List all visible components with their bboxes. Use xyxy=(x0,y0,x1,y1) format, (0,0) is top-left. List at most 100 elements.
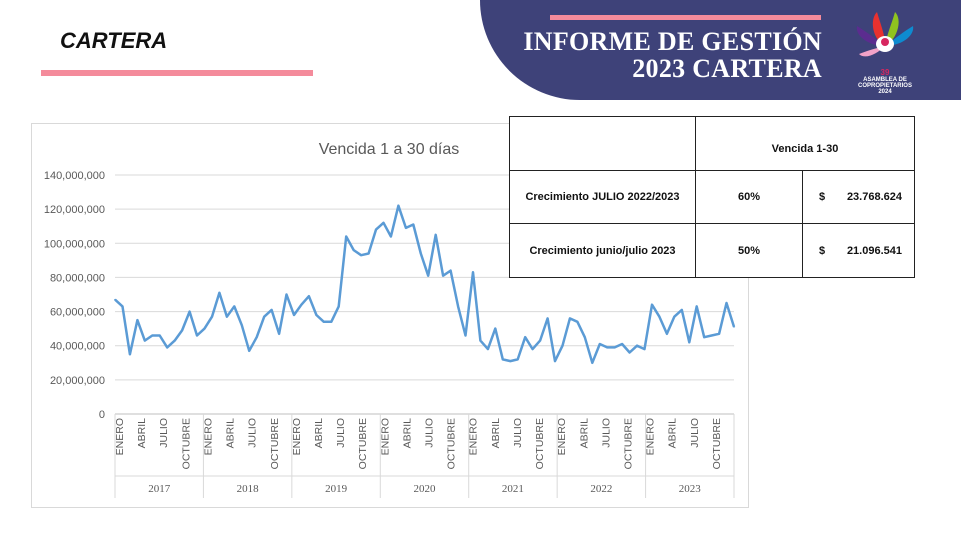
data-point xyxy=(278,332,280,335)
x-month-label: JULIO xyxy=(689,418,701,448)
x-month-label: OCTUBRE xyxy=(180,418,192,469)
data-point xyxy=(255,336,258,338)
data-point xyxy=(539,339,541,342)
data-point xyxy=(419,252,422,255)
chart-title: Vencida 1 a 30 días xyxy=(319,141,460,158)
x-month-label: OCTUBRE xyxy=(534,418,546,469)
table-row: Crecimiento junio/julio 2023 50% $ 21.09… xyxy=(509,223,915,278)
data-point xyxy=(188,310,191,313)
data-point xyxy=(226,315,228,318)
logo-line2: COPROPIETARIOS xyxy=(858,83,912,89)
data-point xyxy=(531,348,534,350)
logo-year: 2024 xyxy=(878,89,892,95)
row-label: Crecimiento junio/julio 2023 xyxy=(509,223,696,278)
series-layer xyxy=(114,204,736,365)
data-point xyxy=(360,254,362,257)
x-month-label: ABRIL xyxy=(136,418,148,449)
x-year-label: 2019 xyxy=(325,483,348,495)
x-month-label: ENERO xyxy=(379,418,391,455)
y-tick-label: 120,000,000 xyxy=(44,204,105,216)
x-year-label: 2021 xyxy=(502,483,524,495)
data-point xyxy=(673,315,676,318)
row-amount: $ 21.096.541 xyxy=(802,223,915,278)
data-point xyxy=(218,291,221,294)
data-point xyxy=(397,204,400,207)
data-point xyxy=(181,329,183,332)
data-point xyxy=(263,315,265,318)
report-title-line1: INFORME DE GESTIÓN xyxy=(523,27,822,56)
data-point xyxy=(606,346,609,349)
data-point xyxy=(621,343,623,345)
x-month-label: JULIO xyxy=(512,418,524,448)
data-point xyxy=(434,233,437,236)
data-point xyxy=(613,346,616,349)
x-month-label: ENERO xyxy=(645,418,657,455)
data-point xyxy=(472,271,474,274)
data-point xyxy=(158,334,161,337)
x-month-label: ABRIL xyxy=(667,418,679,449)
data-point xyxy=(248,350,251,352)
data-point xyxy=(479,339,482,342)
table-corner-cell xyxy=(509,116,696,171)
data-point xyxy=(412,223,415,226)
data-point xyxy=(628,351,631,354)
y-tick-label: 100,000,000 xyxy=(44,238,105,250)
y-tick-label: 80,000,000 xyxy=(50,272,105,284)
data-point xyxy=(710,334,713,337)
assembly-logo xyxy=(856,12,914,57)
data-point xyxy=(658,315,661,318)
y-tick-label: 40,000,000 xyxy=(50,341,105,353)
x-month-label: OCTUBRE xyxy=(357,418,369,469)
logo-line1: ASAMBLEA DE xyxy=(863,77,907,83)
data-point xyxy=(173,339,176,342)
data-point xyxy=(345,235,347,238)
accent-bar-right xyxy=(550,15,821,20)
line-chart: Vencida 1 a 30 días 140,000,000 120,000,0… xyxy=(44,141,736,498)
x-year-label: 2023 xyxy=(679,483,702,495)
data-point xyxy=(524,336,526,338)
logo-caption: 39 ASAMBLEA DE COPROPIETARIOS 2024 xyxy=(849,62,921,96)
x-month-label: JULIO xyxy=(335,418,347,448)
data-point xyxy=(487,348,489,350)
x-month-label: ABRIL xyxy=(490,418,502,449)
x-month-label: JULIO xyxy=(600,418,612,448)
data-point xyxy=(121,305,124,308)
x-month-label: OCTUBRE xyxy=(711,418,723,469)
data-point xyxy=(718,332,720,335)
data-point xyxy=(651,303,653,306)
data-point xyxy=(233,305,236,308)
x-month-label: JULIO xyxy=(158,418,170,448)
x-year-label: 2018 xyxy=(237,483,260,495)
data-point xyxy=(636,344,638,347)
x-year-label: 2022 xyxy=(590,483,612,495)
y-tick-label: 20,000,000 xyxy=(50,375,105,387)
data-point xyxy=(375,228,377,231)
y-tick-label: 0 xyxy=(99,409,105,421)
data-point xyxy=(300,303,303,306)
data-point xyxy=(449,269,452,272)
x-month-label: ENERO xyxy=(468,418,480,455)
accent-bar-left xyxy=(41,70,313,76)
data-point xyxy=(211,315,213,318)
x-year-label: 2017 xyxy=(148,483,171,495)
data-point xyxy=(285,293,288,296)
data-point xyxy=(733,326,735,328)
data-point xyxy=(129,353,131,356)
x-month-label: ENERO xyxy=(291,418,303,455)
data-point xyxy=(270,309,273,311)
data-point xyxy=(509,360,512,362)
data-point xyxy=(330,321,333,323)
row-percent: 60% xyxy=(695,170,803,224)
x-month-label: JULIO xyxy=(424,418,436,448)
data-point xyxy=(405,227,407,229)
growth-table: Vencida 1-30 Crecimiento JULIO 2022/2023… xyxy=(509,116,915,278)
row-amount-value: 21.096.541 xyxy=(846,244,902,257)
row-percent: 50% xyxy=(695,223,803,278)
logo-number: 39 xyxy=(880,68,890,77)
data-point xyxy=(337,305,340,308)
data-point xyxy=(546,317,549,320)
data-point xyxy=(315,314,318,316)
data-point xyxy=(464,334,467,337)
data-point xyxy=(382,222,385,224)
data-point xyxy=(502,358,504,361)
